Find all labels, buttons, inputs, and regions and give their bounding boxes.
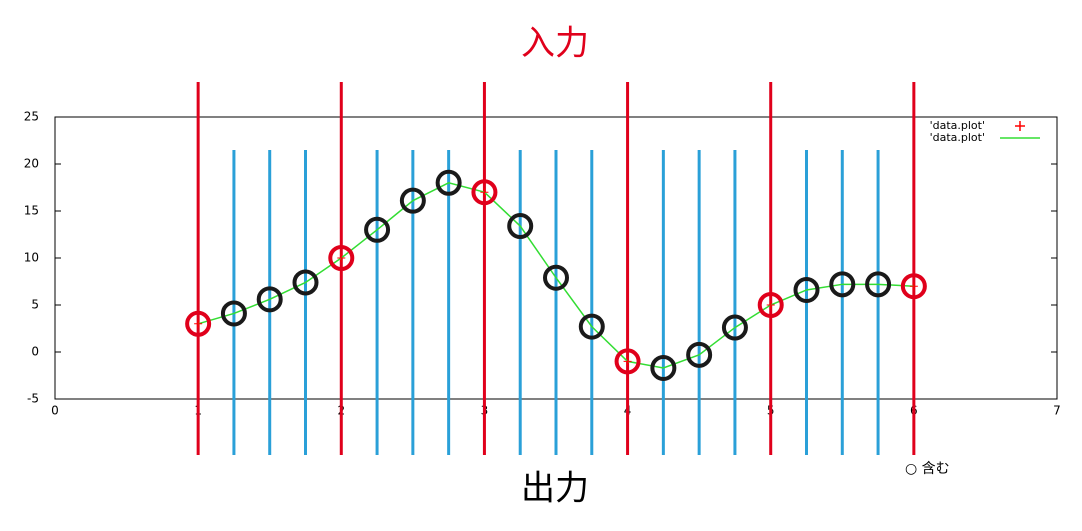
- y-tick-label: 0: [31, 345, 39, 359]
- plus-marker: [194, 319, 203, 328]
- input-point: [900, 273, 927, 300]
- output-point: [256, 286, 283, 313]
- input-point: [328, 245, 355, 271]
- input-point: [757, 292, 784, 318]
- output-point: [578, 313, 605, 340]
- output-point: [721, 314, 748, 341]
- note: ○ 含む: [905, 461, 950, 477]
- plus-marker: [909, 282, 918, 291]
- output-point: [543, 264, 569, 291]
- plus-marker: [337, 254, 346, 262]
- top-label: 入力: [521, 24, 589, 64]
- y-tick-label: 5: [31, 298, 39, 312]
- y-tick-label: -5: [27, 392, 39, 406]
- x-tick-label: 7: [1053, 404, 1061, 418]
- y-tick-label: 15: [24, 204, 39, 218]
- plus-marker: [766, 301, 775, 309]
- output-point: [829, 271, 856, 298]
- output-point: [399, 187, 426, 214]
- output-point: [793, 276, 820, 303]
- y-tick-label: 20: [24, 157, 39, 171]
- output-point: [865, 271, 892, 298]
- legend-label: 'data.plot': [930, 131, 985, 144]
- plus-marker: [623, 357, 632, 366]
- input-point: [614, 348, 641, 375]
- y-tick-label: 25: [24, 110, 39, 124]
- output-point: [650, 354, 677, 381]
- input-point: [471, 179, 498, 206]
- output-point: [686, 341, 713, 368]
- output-point: [292, 269, 319, 296]
- bottom-label: 出力: [521, 469, 589, 509]
- output-point: [435, 169, 462, 196]
- y-tick-label: 10: [24, 251, 39, 265]
- output-point: [220, 300, 247, 327]
- legend-swatch: [1015, 121, 1025, 131]
- plus-marker: [480, 188, 489, 197]
- output-point: [507, 213, 534, 240]
- output-point: [364, 216, 391, 243]
- x-tick-label: 0: [51, 404, 59, 418]
- input-point: [185, 310, 212, 337]
- legend-label: 'data.plot': [930, 119, 985, 132]
